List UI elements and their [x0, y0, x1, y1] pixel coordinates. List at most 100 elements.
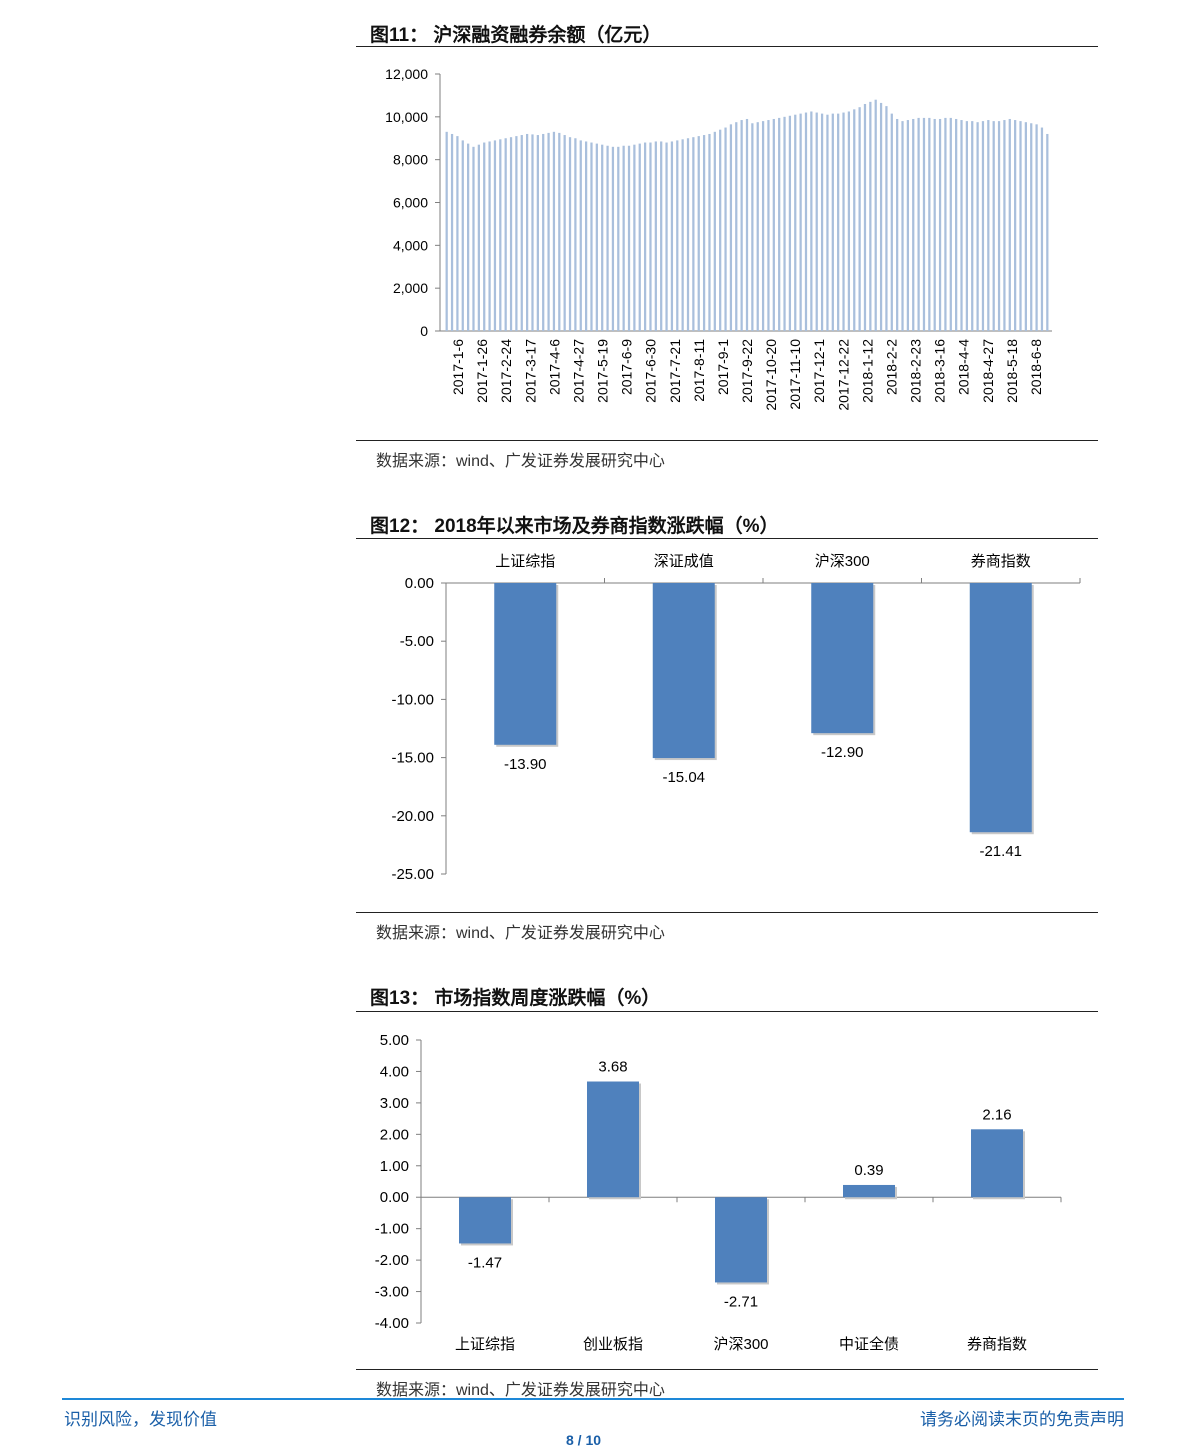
balance-bar	[928, 117, 931, 331]
balance-bar	[761, 121, 765, 331]
value-label: -15.04	[662, 769, 705, 786]
balance-bar	[815, 112, 818, 331]
figure-12-title: 图12： 2018年以来市场及券商指数涨跌幅（%）	[370, 516, 779, 537]
balance-bar	[735, 122, 738, 331]
balance-bar	[665, 142, 668, 331]
balance-bar	[992, 121, 995, 331]
value-label: -12.90	[821, 744, 864, 761]
return-bar	[971, 1129, 1023, 1198]
balance-bar	[740, 120, 743, 331]
balance-bar	[622, 145, 625, 331]
y-tick-label: -20.00	[391, 808, 434, 825]
x-tick-label: 2017-9-22	[739, 339, 755, 403]
balance-bar	[542, 133, 545, 331]
balance-bar	[976, 122, 979, 331]
y-tick-label: 2,000	[393, 280, 428, 296]
x-tick-label: 2018-4-4	[956, 339, 972, 395]
y-tick-label: 6,000	[393, 195, 428, 211]
balance-bar	[520, 135, 523, 331]
x-tick-label: 2017-6-30	[643, 339, 659, 403]
return-bar	[843, 1184, 895, 1198]
balance-bar	[917, 117, 920, 331]
y-tick-label: -1.00	[375, 1221, 409, 1238]
x-tick-label: 2018-6-8	[1028, 339, 1044, 395]
balance-bar	[933, 118, 936, 331]
balance-bar	[729, 124, 733, 332]
value-label: -13.90	[504, 756, 547, 773]
balance-bar	[568, 137, 572, 331]
balance-bar	[467, 143, 470, 331]
balance-bar	[965, 121, 969, 331]
value-label: 2.16	[982, 1106, 1011, 1123]
y-tick-label: -15.00	[391, 750, 434, 767]
balance-bar	[531, 134, 534, 331]
balance-bar	[955, 118, 958, 331]
category-label: 上证综指	[455, 1336, 515, 1353]
balance-bar	[627, 145, 631, 331]
y-tick-label: 2.00	[380, 1126, 409, 1143]
balance-bar	[595, 143, 598, 331]
x-tick-label: 2018-1-12	[859, 339, 875, 403]
x-tick-label: 2017-5-19	[595, 339, 611, 403]
footer-slogan: 识别风险，发现价值	[64, 1410, 217, 1429]
margin-balance-chart: 0 2,000 4,000 6,000 8,000 10,000 12,000 2017-1-…	[385, 66, 1052, 411]
balance-bar	[509, 137, 513, 331]
category-label: 券商指数	[967, 1336, 1027, 1353]
balance-bar	[504, 138, 507, 331]
x-tick-label: 2017-4-6	[546, 339, 562, 395]
balance-bar	[515, 136, 518, 331]
balance-bar	[949, 117, 952, 331]
balance-bar	[584, 141, 588, 331]
balance-bar	[1040, 127, 1044, 332]
balance-bar	[837, 113, 840, 331]
value-label: 0.39	[854, 1162, 883, 1179]
balance-bar	[858, 107, 861, 331]
footer-disclaimer-link[interactable]: 请务必阅读末页的免责声明	[920, 1410, 1124, 1429]
balance-bar	[901, 121, 904, 331]
category-label: 上证综指	[495, 553, 555, 570]
balance-bar	[869, 101, 872, 331]
category-label: 沪深300	[815, 553, 870, 570]
balance-bar	[831, 113, 834, 331]
balance-bar	[445, 131, 448, 331]
balance-bar	[788, 115, 792, 331]
balance-bar	[708, 133, 711, 331]
y-tick-label: 12,000	[385, 66, 428, 82]
return-bar	[494, 583, 557, 745]
balance-bar	[767, 120, 770, 331]
figure-13-bottom-rule	[356, 1369, 1098, 1370]
balance-bar	[724, 127, 727, 332]
balance-bar	[558, 132, 561, 331]
x-tick-label: 2017-12-1	[811, 339, 827, 403]
figure-11-bottom-rule	[356, 440, 1098, 441]
category-label: 深证成值	[654, 553, 714, 570]
category-label: 沪深300	[713, 1336, 768, 1353]
y-tick-label: 8,000	[393, 152, 428, 168]
x-tick-label: 2017-1-26	[474, 339, 490, 403]
balance-bar	[574, 138, 577, 331]
figure-13-top-rule	[356, 1011, 1098, 1012]
balance-bar	[944, 117, 947, 331]
category-label: 中证全债	[839, 1335, 899, 1353]
balance-bar	[601, 144, 604, 331]
y-tick-label: 1.00	[380, 1158, 409, 1175]
x-tick-label: 2017-10-20	[763, 339, 779, 411]
x-tick-label: 2017-7-21	[667, 339, 683, 403]
balance-bar	[638, 143, 641, 331]
balance-bar	[579, 140, 582, 331]
balance-bar	[681, 139, 684, 331]
y-tick-label: 0.00	[380, 1189, 409, 1206]
balance-bar	[552, 131, 556, 331]
y-tick-label: 4.00	[380, 1063, 409, 1080]
balance-bar	[483, 142, 486, 331]
x-tick-label: 2017-2-24	[498, 339, 514, 403]
balance-bar	[617, 146, 620, 331]
balance-bar	[692, 137, 695, 331]
balance-bar	[906, 120, 910, 331]
category-label: 券商指数	[971, 553, 1031, 570]
y-tick-label: 4,000	[393, 237, 428, 253]
balance-bar	[804, 112, 808, 331]
figure-11-title: 图11： 沪深融资融券余额（亿元）	[370, 25, 662, 46]
balance-bar	[719, 129, 722, 331]
balance-bar	[997, 121, 1001, 331]
